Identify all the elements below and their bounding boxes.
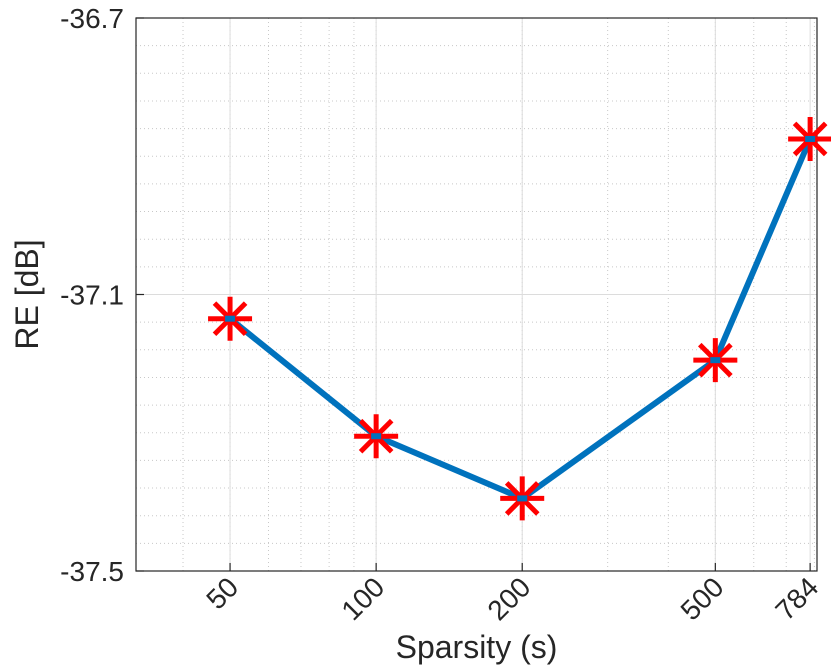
y-axis-title: RE [dB] xyxy=(9,239,45,349)
x-tick-label: 100 xyxy=(335,571,390,626)
marker-center xyxy=(710,357,721,364)
y-tick-label: -36.7 xyxy=(60,3,124,34)
y-tick-label: -37.1 xyxy=(60,280,124,311)
x-tick-label: 200 xyxy=(482,571,537,626)
x-tick-label: 784 xyxy=(769,571,824,626)
data-point-marker xyxy=(208,296,253,341)
data-point-marker xyxy=(500,476,545,521)
x-axis-title: Sparsity (s) xyxy=(396,629,558,665)
data-point-marker xyxy=(788,116,831,161)
marker-center xyxy=(225,315,236,322)
series-line xyxy=(227,136,814,502)
data-point-marker xyxy=(354,414,399,459)
marker-center xyxy=(517,495,528,502)
x-axis-ticks: 50 100 200 500 784 xyxy=(200,563,824,626)
marker-center xyxy=(371,433,382,440)
data-point-marker xyxy=(693,338,738,383)
y-axis-ticks: -37.5 -37.1 -36.7 xyxy=(60,3,144,587)
marker-center xyxy=(805,135,816,142)
grid xyxy=(136,17,817,572)
y-tick-label: -37.5 xyxy=(60,556,124,587)
x-tick-label: 500 xyxy=(675,571,730,626)
series-group xyxy=(208,116,831,521)
x-tick-label: 50 xyxy=(200,571,244,615)
